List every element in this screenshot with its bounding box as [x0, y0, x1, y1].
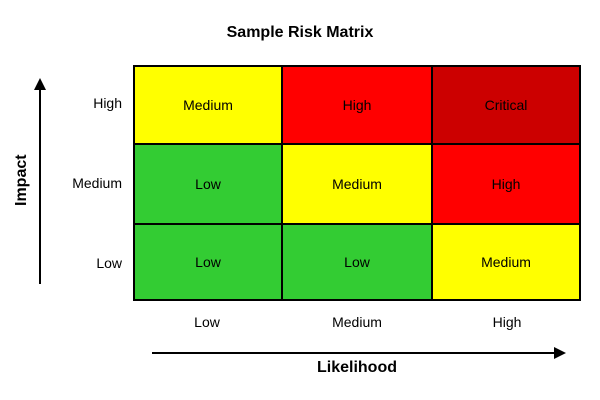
right-arrow-icon	[554, 347, 566, 359]
matrix-cell: High	[433, 145, 579, 225]
matrix-cell: Medium	[283, 145, 433, 225]
figure-title: Sample Risk Matrix	[226, 24, 374, 41]
likelihood-axis-title: Likelihood	[317, 359, 397, 376]
impact-label-high: High	[93, 95, 122, 111]
matrix-cell: Low	[135, 145, 283, 225]
likelihood-label-medium: Medium	[332, 314, 382, 330]
impact-label-low: Low	[96, 255, 122, 271]
impact-axis-line	[39, 88, 41, 284]
matrix-cell: Critical	[433, 67, 579, 145]
up-arrow-icon	[34, 78, 46, 90]
impact-axis-title: Impact	[13, 154, 30, 206]
matrix-cell: Medium	[135, 67, 283, 145]
likelihood-axis-line	[152, 352, 554, 354]
matrix-cell: Low	[283, 225, 433, 299]
likelihood-label-high: High	[492, 314, 522, 330]
matrix-cell: Low	[135, 225, 283, 299]
matrix-cell: High	[283, 67, 433, 145]
impact-label-medium: Medium	[72, 175, 122, 191]
likelihood-label-low: Low	[194, 314, 220, 330]
risk-matrix-grid: Medium High Critical Low Medium High Low…	[133, 65, 581, 301]
matrix-cell: Medium	[433, 225, 579, 299]
